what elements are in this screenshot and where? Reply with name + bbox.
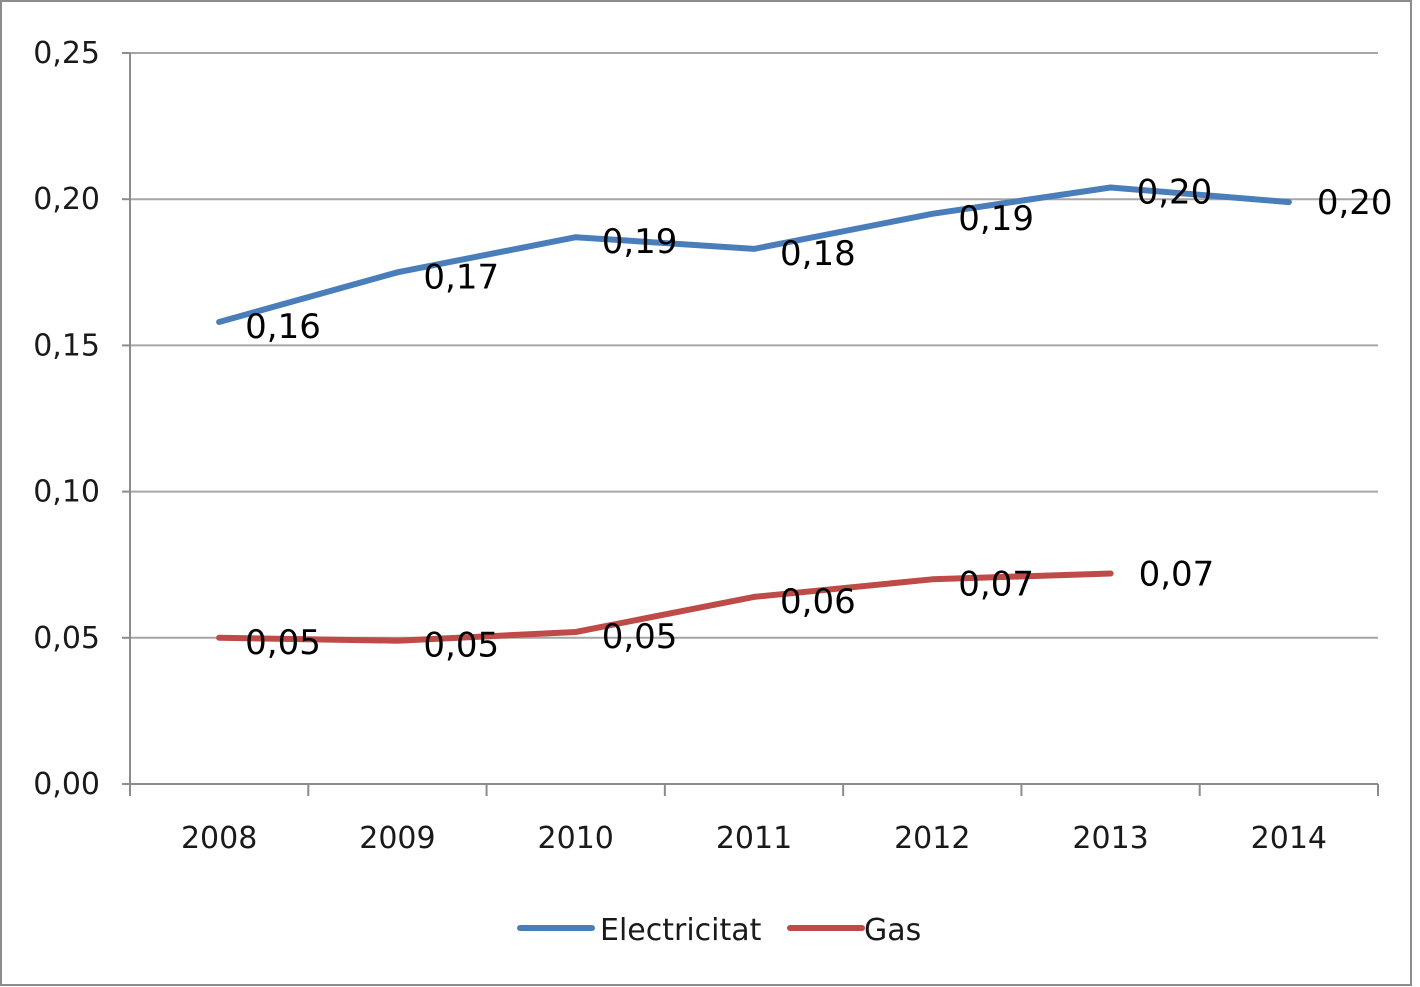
data-label: 0,07 bbox=[1139, 554, 1215, 594]
data-label: 0,20 bbox=[1317, 183, 1393, 223]
y-tick-label: 0,20 bbox=[33, 182, 100, 217]
x-tick-label: 2012 bbox=[894, 821, 970, 856]
x-tick-label: 2010 bbox=[538, 821, 614, 856]
y-tick-label: 0,25 bbox=[33, 36, 100, 71]
data-label: 0,18 bbox=[780, 234, 856, 274]
data-label: 0,19 bbox=[602, 222, 678, 262]
legend-label-gas: Gas bbox=[864, 913, 921, 948]
x-tick-label: 2014 bbox=[1251, 821, 1327, 856]
data-label: 0,20 bbox=[1137, 173, 1213, 213]
data-label: 0,05 bbox=[423, 626, 499, 666]
y-tick-label: 0,10 bbox=[33, 475, 100, 510]
data-label: 0,06 bbox=[780, 582, 856, 622]
x-tick-label: 2009 bbox=[359, 821, 435, 856]
data-label: 0,16 bbox=[245, 307, 321, 347]
y-tick-label: 0,05 bbox=[33, 621, 100, 656]
legend-label-electricitat: Electricitat bbox=[600, 913, 762, 948]
y-tick-label: 0,15 bbox=[33, 328, 100, 363]
data-labels: 0,16 0,17 0,19 0,18 0,19 0,20 0,20 0,05 0,05 0,05… bbox=[245, 173, 1392, 666]
x-tick-label: 2013 bbox=[1072, 821, 1148, 856]
x-tick-label: 2011 bbox=[716, 821, 792, 856]
data-label: 0,05 bbox=[602, 617, 678, 657]
axes: 0,00 0,05 0,10 0,15 0,20 0,25 2008 2009 2010 2011… bbox=[33, 36, 1379, 856]
data-label: 0,07 bbox=[958, 564, 1034, 604]
series-lines bbox=[216, 184, 1292, 644]
data-label: 0,05 bbox=[245, 623, 321, 663]
y-tick-label: 0,00 bbox=[33, 767, 100, 802]
data-label: 0,17 bbox=[423, 257, 499, 297]
series-line-electricitat bbox=[216, 184, 1292, 325]
data-label: 0,19 bbox=[958, 199, 1034, 239]
series-line-gas bbox=[216, 570, 1114, 644]
x-tick-label: 2008 bbox=[181, 821, 257, 856]
legend: Electricitat Gas bbox=[517, 913, 921, 948]
